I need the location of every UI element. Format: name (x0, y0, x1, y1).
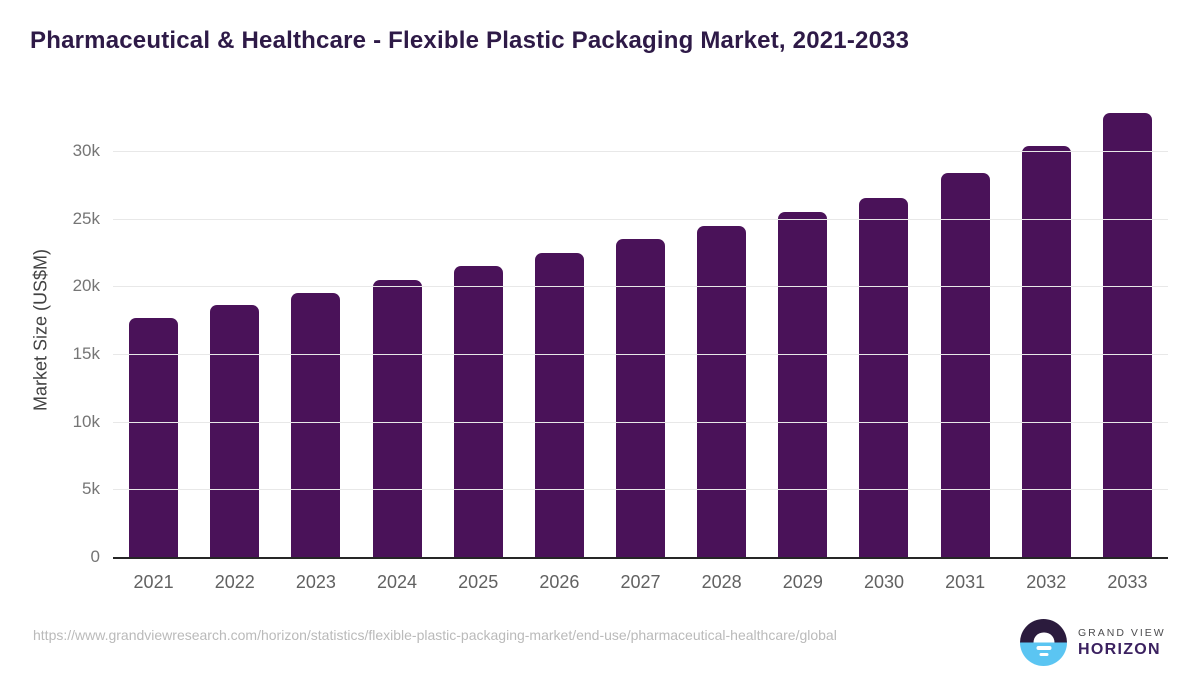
bar-slot-2027 (600, 97, 681, 557)
y-tick-label-30k: 30k (72, 141, 100, 161)
bar-2026[interactable] (534, 252, 584, 557)
x-tick-label-2025: 2025 (458, 572, 499, 592)
bar-slot-2031 (925, 97, 1006, 557)
bar-slot-2030 (843, 97, 924, 557)
bar-slot-2026 (519, 97, 600, 557)
x-tick-label-2023: 2023 (295, 572, 336, 592)
bar-slot-2028 (681, 97, 762, 557)
bar-2028[interactable] (697, 225, 747, 557)
y-tick-label-0: 0 (90, 547, 100, 566)
bar-2021[interactable] (129, 317, 179, 557)
bar-slot-2021 (113, 97, 194, 557)
bar-2033[interactable] (1102, 113, 1152, 557)
sun-reflection-stripe (1036, 646, 1051, 650)
brand-name-grand-view: GRAND VIEW (1078, 626, 1166, 639)
bar-slot-2029 (762, 97, 843, 557)
x-axis-labels: 2021 2022 2023 2024 2025 2026 2027 2028 2029 2030… (113, 572, 1168, 593)
bar-2027[interactable] (616, 239, 666, 557)
bar-slot-2025 (438, 97, 519, 557)
horizon-sunrise-icon (1020, 619, 1067, 666)
bars-container (113, 97, 1168, 557)
bar-2029[interactable] (778, 212, 828, 557)
bar-slot-2023 (275, 97, 356, 557)
bar-2025[interactable] (453, 266, 503, 557)
chart-title: Pharmaceutical & Healthcare - Flexible P… (30, 27, 910, 54)
brand-name-horizon: HORIZON (1078, 640, 1161, 658)
bar-2030[interactable] (859, 198, 909, 557)
grandview-horizon-logo: GRAND VIEW HORIZON (1020, 619, 1166, 666)
bar-2024[interactable] (372, 279, 422, 557)
y-tick-label-5k: 5k (82, 479, 100, 499)
x-tick-label-2033: 2033 (1107, 572, 1148, 592)
plot-area: 0 5k 10k 15k 20k 25k 30k (73, 97, 1168, 566)
x-tick-label-2029: 2029 (782, 572, 823, 592)
sun-reflection-stripe (1039, 652, 1048, 656)
bar-slot-2022 (194, 97, 275, 557)
x-tick-label-2030: 2030 (863, 572, 904, 592)
x-tick-label-2027: 2027 (620, 572, 661, 592)
bar-2023[interactable] (291, 293, 341, 557)
gridline-25k (113, 218, 1168, 220)
y-tick-label-20k: 20k (72, 276, 100, 296)
source-url: https://www.grandviewresearch.com/horizo… (33, 627, 837, 643)
gridline-20k (113, 286, 1168, 288)
bar-2022[interactable] (210, 305, 260, 557)
bar-slot-2032 (1006, 97, 1087, 557)
bar-slot-2024 (356, 97, 437, 557)
bar-slot-2033 (1087, 97, 1168, 557)
bar-2032[interactable] (1021, 145, 1071, 557)
x-tick-label-2021: 2021 (133, 572, 174, 592)
y-tick-label-15k: 15k (72, 344, 100, 364)
logo-text: GRAND VIEW HORIZON (1078, 627, 1166, 659)
bar-2031[interactable] (940, 172, 990, 557)
x-tick-label-2022: 2022 (214, 572, 255, 592)
x-tick-label-2032: 2032 (1026, 572, 1067, 592)
x-tick-label-2031: 2031 (945, 572, 986, 592)
gridline-5k (113, 489, 1168, 491)
x-tick-label-2024: 2024 (377, 572, 418, 592)
gridline-10k (113, 421, 1168, 423)
gridline-15k (113, 354, 1168, 356)
x-tick-label-2026: 2026 (539, 572, 580, 592)
gridline-30k (113, 151, 1168, 153)
sun-icon (1033, 632, 1054, 643)
x-tick-label-2028: 2028 (701, 572, 742, 592)
y-tick-label-10k: 10k (72, 411, 100, 431)
y-tick-label-25k: 25k (72, 208, 100, 228)
y-axis-title: Market Size (US$M) (30, 248, 51, 412)
